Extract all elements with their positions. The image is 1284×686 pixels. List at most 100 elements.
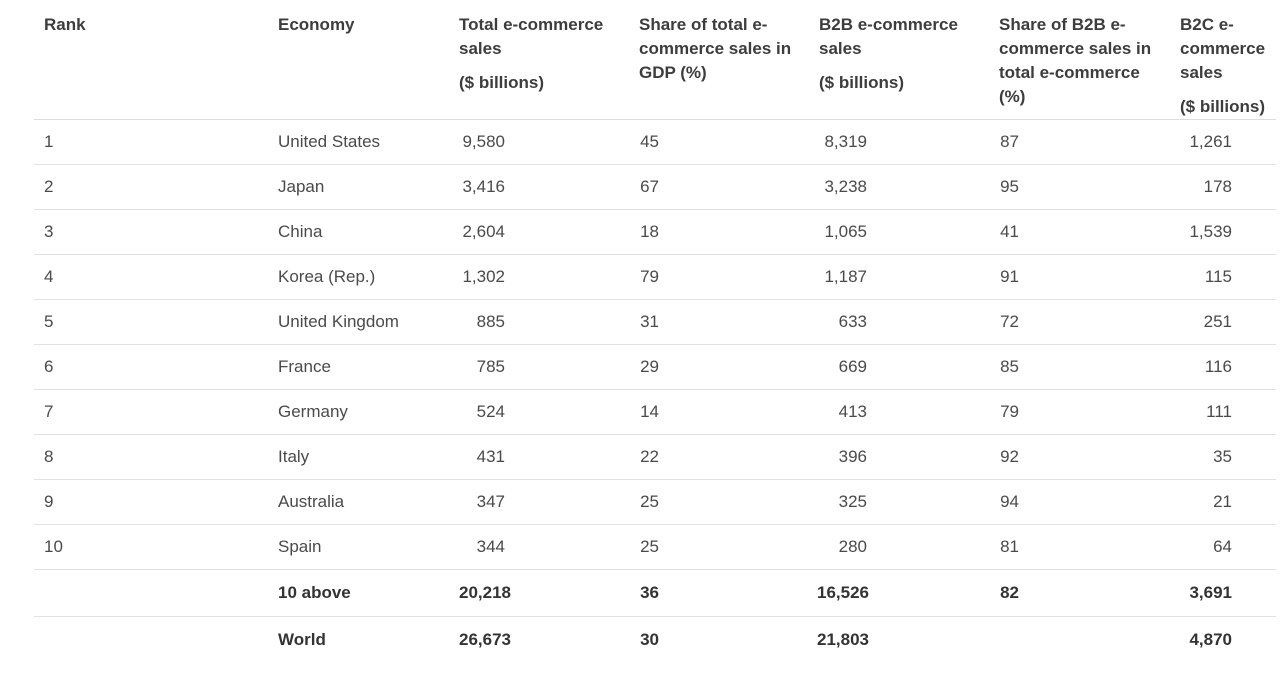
cell-b2b-sales-value: 3,238 (824, 177, 867, 196)
header-b2c-sales: B2C e- commerce sales ($ billions) (1170, 0, 1276, 120)
cell-total-sales: 20,218 (449, 569, 629, 617)
cell-b2c-sales-value: 1,261 (1189, 132, 1232, 151)
cell-total-sales-value: 885 (476, 312, 505, 331)
cell-economy: France (268, 344, 449, 390)
cell-total-sales: 344 (449, 524, 629, 570)
cell-share-gdp: 36 (629, 569, 809, 617)
cell-b2c-sales: 178 (1170, 164, 1276, 210)
cell-b2b-sales-value: 413 (838, 402, 867, 421)
cell-b2b-share-value: 94 (1000, 492, 1019, 511)
header-total-sales-line: Total e-commerce (459, 15, 604, 34)
cell-b2c-sales: 1,539 (1170, 209, 1276, 255)
cell-total-sales-value: 3,416 (462, 177, 505, 196)
header-share-gdp-line: GDP (%) (639, 63, 707, 82)
cell-share-gdp-value: 67 (640, 177, 659, 196)
cell-b2c-sales-value: 4,870 (1189, 630, 1232, 650)
header-economy: Economy (268, 0, 449, 120)
cell-total-sales-value: 431 (476, 447, 505, 466)
cell-b2b-share: 85 (989, 344, 1170, 390)
cell-rank: 10 (34, 524, 268, 570)
cell-b2b-sales-value: 1,065 (824, 222, 867, 241)
cell-b2b-share: 41 (989, 209, 1170, 255)
header-b2b-share-line: Share of B2B e- (999, 15, 1126, 34)
cell-b2b-sales: 669 (809, 344, 989, 390)
table-row: 8 Italy 431 22 396 92 35 (34, 434, 1276, 480)
table-row: 4 Korea (Rep.) 1,302 79 1,187 91 115 (34, 254, 1276, 300)
header-b2b-share: Share of B2B e- commerce sales in total … (989, 0, 1170, 120)
cell-share-gdp-value: 29 (640, 357, 659, 376)
table-row: 5 United Kingdom 885 31 633 72 251 (34, 299, 1276, 345)
cell-economy: Japan (268, 164, 449, 210)
cell-total-sales: 1,302 (449, 254, 629, 300)
cell-b2b-share: 82 (989, 569, 1170, 617)
cell-total-sales-value: 347 (476, 492, 505, 511)
cell-b2b-sales-value: 8,319 (824, 132, 867, 151)
cell-share-gdp: 31 (629, 299, 809, 345)
cell-b2b-sales-value: 325 (838, 492, 867, 511)
cell-rank: 1 (34, 119, 268, 165)
cell-b2b-share-value: 85 (1000, 357, 1019, 376)
cell-total-sales-value: 2,604 (462, 222, 505, 241)
cell-b2b-share-value: 79 (1000, 402, 1019, 421)
cell-b2b-sales: 396 (809, 434, 989, 480)
table-row: 2 Japan 3,416 67 3,238 95 178 (34, 164, 1276, 210)
cell-share-gdp: 22 (629, 434, 809, 480)
cell-b2b-share (989, 617, 1170, 664)
header-b2b-share-line: commerce sales in (999, 39, 1152, 58)
header-economy-label: Economy (278, 15, 355, 34)
cell-b2c-sales: 64 (1170, 524, 1276, 570)
cell-total-sales-value: 1,302 (462, 267, 505, 286)
table-row: 9 Australia 347 25 325 94 21 (34, 479, 1276, 525)
cell-economy: China (268, 209, 449, 255)
cell-share-gdp-value: 18 (640, 222, 659, 241)
cell-b2b-sales: 1,187 (809, 254, 989, 300)
cell-total-sales: 26,673 (449, 617, 629, 664)
cell-share-gdp: 30 (629, 617, 809, 664)
cell-b2b-sales-value: 280 (838, 537, 867, 556)
cell-b2c-sales: 1,261 (1170, 119, 1276, 165)
cell-share-gdp-value: 22 (640, 447, 659, 466)
cell-economy: United States (268, 119, 449, 165)
cell-b2c-sales-value: 178 (1203, 177, 1232, 196)
cell-b2b-sales-value: 21,803 (817, 630, 869, 650)
header-rank: Rank (34, 0, 268, 120)
cell-b2c-sales: 3,691 (1170, 569, 1276, 617)
cell-economy: World (278, 630, 326, 650)
ecommerce-sales-table: Rank Economy Total e-commerce sales ($ b… (34, 0, 1276, 664)
cell-rank (34, 617, 268, 664)
cell-share-gdp-value: 36 (640, 583, 659, 602)
cell-b2c-sales: 4,870 (1170, 617, 1276, 664)
cell-economy: Spain (268, 524, 449, 570)
cell-b2b-share: 92 (989, 434, 1170, 480)
cell-economy: United Kingdom (268, 299, 449, 345)
cell-rank: 7 (34, 389, 268, 435)
cell-b2c-sales: 35 (1170, 434, 1276, 480)
cell-b2b-share-value: 92 (1000, 447, 1019, 466)
cell-economy: Korea (Rep.) (268, 254, 449, 300)
cell-share-gdp-value: 79 (640, 267, 659, 286)
cell-b2b-sales: 325 (809, 479, 989, 525)
header-b2c-sales-unit: ($ billions) (1180, 97, 1265, 116)
cell-b2b-share-value: 87 (1000, 132, 1019, 151)
cell-b2b-sales: 3,238 (809, 164, 989, 210)
header-b2b-sales-line: sales (819, 39, 862, 58)
cell-share-gdp-value: 14 (640, 402, 659, 421)
cell-rank: 8 (34, 434, 268, 480)
cell-b2b-sales: 16,526 (809, 569, 989, 617)
cell-b2c-sales-value: 64 (1213, 537, 1232, 556)
cell-b2b-sales: 633 (809, 299, 989, 345)
cell-share-gdp: 67 (629, 164, 809, 210)
cell-share-gdp: 45 (629, 119, 809, 165)
cell-b2b-sales-value: 16,526 (817, 583, 869, 602)
cell-total-sales-value: 785 (476, 357, 505, 376)
table-header: Rank Economy Total e-commerce sales ($ b… (34, 0, 1276, 120)
header-b2b-sales-line: B2B e-commerce (819, 15, 958, 34)
table-body: 1 United States 9,580 45 8,319 87 1,261 … (34, 119, 1276, 664)
cell-b2b-sales: 413 (809, 389, 989, 435)
cell-b2b-sales-value: 396 (838, 447, 867, 466)
cell-b2c-sales-value: 115 (1204, 267, 1232, 286)
cell-b2b-share-value: 82 (1000, 583, 1019, 602)
table-row: 1 United States 9,580 45 8,319 87 1,261 (34, 119, 1276, 165)
header-total-sales-unit: ($ billions) (459, 73, 544, 92)
cell-b2c-sales-value: 35 (1213, 447, 1232, 466)
